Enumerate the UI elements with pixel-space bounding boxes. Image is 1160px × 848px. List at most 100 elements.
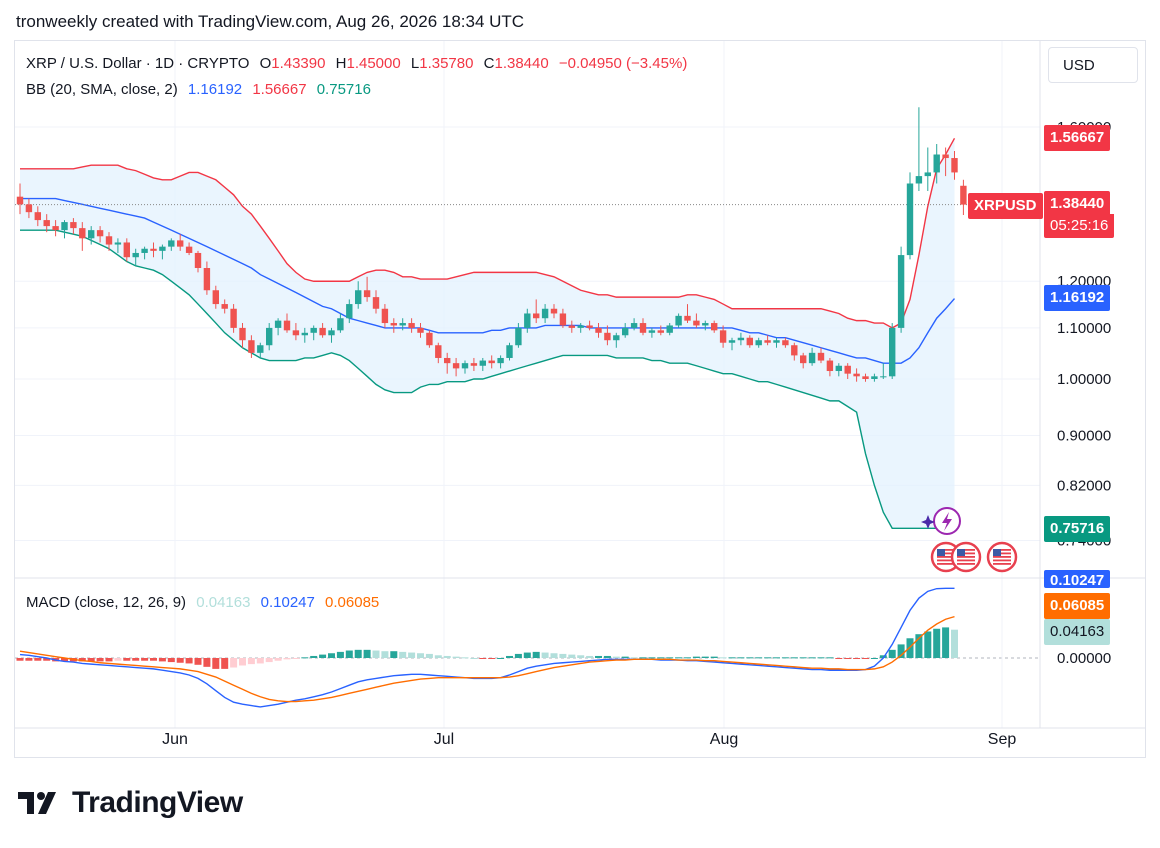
tradingview-logo[interactable]: TradingView [18,786,243,820]
candle-body [479,360,486,366]
us-flag-stripe [937,549,955,551]
macd-signal-tag: 0.06085 [1044,593,1111,619]
candle-body [524,313,531,328]
macd-histogram-bar [532,651,540,658]
candle-body [337,318,344,331]
macd-signal-line [19,615,955,703]
candle-body [942,154,949,159]
candle-body [604,332,611,341]
macd-histogram-bar [247,658,255,665]
candle-body [835,365,842,372]
macd-histogram-bar [844,658,852,659]
ohlc-close: C1.38440 [484,55,549,72]
us-flag-stripe [957,559,975,562]
us-flag-canton [957,549,965,556]
macd-histogram-bar [764,657,772,659]
candle-body [301,332,308,336]
upper-band-price-tag: 1.56667 [1044,125,1111,151]
macd-histogram-bar [310,655,318,658]
candle-body [88,230,95,239]
time-tick-label: Jul [434,731,454,748]
macd-legend[interactable]: MACD (close, 12, 26, 9) 0.04163 0.10247 … [26,594,385,611]
macd-pane [16,587,958,708]
candle-body [853,373,860,377]
ohlc-open-value: 1.43390 [271,55,326,72]
candle-body [132,252,139,258]
macd-histogram-bar [942,627,950,658]
macd-histogram-bar [710,656,718,658]
candle-body [639,323,647,333]
macd-label[interactable]: MACD (close, 12, 26, 9) [26,594,187,611]
macd-hist-tag: 0.04163 [1044,619,1111,645]
candle-body [363,290,371,298]
us-flag-stripe [937,556,955,558]
ohlc-low-value: 1.35780 [419,55,474,72]
macd-histogram-bar [203,658,211,667]
macd-histogram-bar [283,658,291,660]
macd-signal-value: 0.06085 [325,594,380,611]
bb-legend[interactable]: BB (20, SMA, close, 2) 1.16192 1.56667 0… [26,81,377,98]
currency-button[interactable]: USD [1048,47,1138,83]
macd-histogram-bar [630,657,638,659]
ohlc-high-value: 1.45000 [346,55,401,72]
macd-histogram-bar [577,655,585,658]
macd-histogram-bar [746,657,754,659]
symbol-price-tag: XRPUSD [968,193,1043,219]
candle-body [666,325,673,333]
macd-histogram-bar [443,655,451,658]
macd-histogram-bar [319,654,327,658]
candle-body [185,246,193,253]
grid-lines [15,41,1145,729]
candle-body [497,357,504,364]
candle-body [79,228,86,239]
macd-histogram-bar [888,649,896,658]
macd-histogram-bar [336,651,344,658]
candle-body [746,337,753,346]
candle-body [328,330,335,336]
bb-lower-value: 0.75716 [316,81,371,98]
candle-body [630,323,638,328]
bb-label[interactable]: BB (20, SMA, close, 2) [26,81,178,98]
us-flag-stripe [993,563,1011,565]
candle-body [141,248,148,253]
us-flag-stripe [937,552,955,555]
candle-body [515,327,522,346]
candle-body [114,242,122,245]
macd-histogram-bar [781,657,789,659]
chart-frame[interactable] [14,40,1146,758]
macd-histogram-bar [292,658,300,659]
candle-body [372,297,380,309]
candle-body [96,230,104,237]
macd-histogram-bar [417,653,424,658]
sparkle-icon [921,515,935,529]
flash-event-icon [933,507,961,535]
time-tick-label: Sep [988,731,1017,748]
macd-histogram-bar [666,657,674,659]
symbol-title[interactable]: XRP / U.S. Dollar · 1D · CRYPTO [26,55,250,72]
macd-histogram-bar [826,657,834,659]
macd-histogram-bar [265,658,273,663]
macd-histogram-bar [354,649,362,658]
macd-histogram-bar [141,658,149,661]
macd-histogram-bar [701,656,709,658]
us-flag-stripe [957,563,975,565]
macd-histogram-bar [434,655,442,658]
candle-body [550,308,558,314]
candle-body [426,332,433,346]
bollinger-lower-line [20,229,955,529]
bollinger-bands [15,137,1040,529]
macd-histogram-bar [132,658,140,661]
candle-body [755,340,762,346]
macd-histogram-bar [78,658,86,662]
symbol-legend[interactable]: XRP / U.S. Dollar · 1D · CRYPTO O1.43390… [26,55,693,72]
macd-histogram-bar [897,644,905,658]
macd-histogram-bar [194,658,202,665]
ohlc-low-label: L [410,55,420,72]
candle-body [25,204,33,213]
candle-body [435,345,442,358]
macd-histogram-bar [301,657,309,659]
macd-histogram-bar [773,657,780,659]
macd-histogram-bar [239,658,246,666]
candle-body [381,308,389,324]
